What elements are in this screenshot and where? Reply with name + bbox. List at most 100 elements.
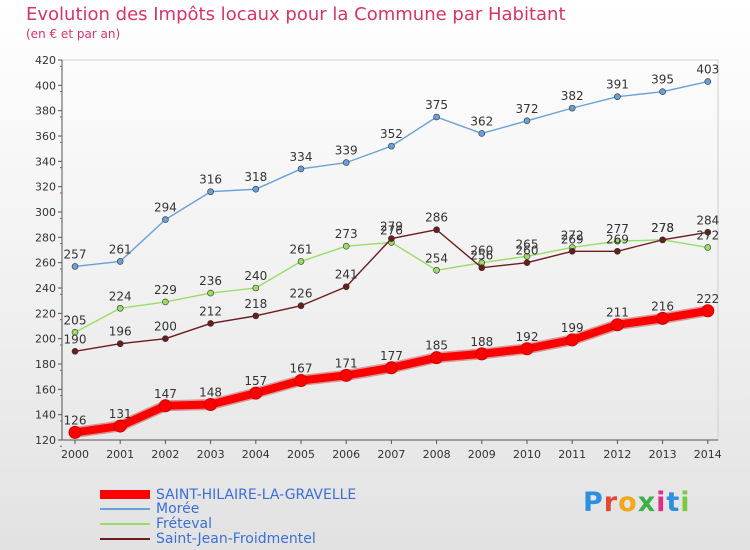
data-point	[71, 348, 79, 355]
data-point	[71, 329, 79, 336]
data-point	[342, 283, 350, 291]
data-point	[158, 399, 172, 413]
y-tick-label: 340	[35, 155, 56, 168]
data-label: 269	[561, 232, 584, 246]
legend-label: SAINT-HILAIRE-LA-GRAVELLE	[156, 486, 357, 503]
x-tick-label: 2003	[197, 448, 225, 461]
data-label: 372	[516, 102, 539, 116]
y-tick-label: 200	[35, 333, 56, 346]
data-label: 395	[651, 73, 674, 87]
data-point	[249, 386, 263, 400]
data-point	[116, 258, 124, 265]
data-point	[68, 425, 82, 439]
data-point	[704, 78, 712, 85]
data-point	[252, 312, 260, 320]
x-tick-label: 2011	[558, 448, 586, 461]
data-point	[614, 93, 621, 101]
logo-letter: i	[680, 487, 691, 518]
data-point	[478, 264, 486, 272]
data-label: 284	[696, 213, 719, 227]
data-label: 167	[290, 361, 313, 375]
data-label: 276	[380, 223, 403, 237]
x-tick-label: 2005	[287, 448, 315, 461]
data-point	[162, 335, 169, 342]
data-point	[384, 361, 398, 375]
data-label: 226	[290, 287, 313, 301]
data-label: 318	[244, 170, 267, 184]
logo-letter: r	[603, 487, 619, 518]
data-label: 224	[109, 289, 132, 303]
y-tick-label: 300	[35, 206, 56, 219]
legend-swatch	[100, 537, 150, 540]
data-label: 382	[561, 89, 584, 103]
data-label: 272	[696, 228, 719, 242]
data-label: 316	[199, 173, 222, 187]
data-label: 391	[606, 78, 629, 92]
x-tick-label: 2007	[377, 448, 405, 461]
data-label: 188	[470, 335, 493, 349]
data-label: 254	[425, 251, 448, 265]
data-point	[614, 237, 621, 245]
data-point	[116, 304, 124, 312]
data-point	[430, 351, 444, 365]
logo-letter: t	[666, 487, 681, 518]
legend-item-saint-hilaire: SAINT-HILAIRE-LA-GRAVELLE	[100, 486, 356, 503]
data-label: 257	[64, 247, 87, 261]
data-point	[204, 398, 218, 412]
data-label: 279	[380, 220, 403, 234]
data-point	[252, 284, 260, 292]
data-point	[207, 320, 214, 327]
data-label: 177	[380, 349, 403, 363]
data-label: 269	[606, 232, 629, 246]
data-point	[207, 188, 214, 196]
data-label: 157	[244, 374, 267, 388]
y-tick-label: 380	[35, 105, 56, 118]
y-tick-label: 400	[35, 79, 56, 92]
legend-label: Saint-Jean-Froidmentel	[156, 530, 316, 547]
x-tick-label: 2010	[513, 448, 541, 461]
data-point	[162, 216, 169, 223]
y-tick-label: 240	[35, 282, 56, 295]
data-label: 126	[64, 413, 87, 427]
data-label: 190	[64, 332, 87, 346]
data-point	[433, 266, 440, 274]
legend-swatch	[100, 522, 150, 525]
data-point	[610, 318, 624, 332]
y-tick-label: 180	[35, 358, 56, 371]
data-label: 236	[199, 274, 222, 288]
data-point	[162, 298, 169, 306]
x-tick-label: 2013	[649, 448, 677, 461]
legend-item-moree: Morée	[100, 500, 199, 517]
x-tick-label: 2002	[151, 448, 179, 461]
data-point	[614, 247, 621, 255]
data-label: 171	[335, 356, 358, 370]
data-point	[701, 304, 715, 318]
data-point	[523, 253, 531, 260]
data-label: 278	[651, 221, 674, 235]
data-label: 352	[380, 127, 403, 141]
data-label: 240	[244, 269, 267, 283]
data-point	[433, 226, 440, 234]
data-label: 265	[516, 237, 539, 251]
data-label: 205	[64, 313, 87, 327]
proxiti-logo: Proxiti	[583, 487, 691, 518]
data-label: 261	[290, 242, 313, 256]
data-point	[704, 244, 712, 251]
data-label: 256	[470, 249, 493, 263]
data-label: 334	[290, 150, 313, 164]
data-point	[475, 347, 489, 361]
data-label: 362	[470, 114, 493, 128]
legend-item-freteval: Fréteval	[100, 515, 212, 532]
data-point	[478, 130, 486, 137]
data-label: 286	[425, 211, 448, 225]
data-point	[342, 242, 350, 250]
data-point	[294, 373, 308, 387]
legend-item-saint-jean: Saint-Jean-Froidmentel	[100, 530, 316, 547]
data-label: 339	[335, 144, 358, 158]
legend-label: Fréteval	[156, 515, 212, 532]
x-tick-label: 2014	[694, 448, 722, 461]
data-label: 277	[606, 222, 629, 236]
data-point	[252, 185, 260, 193]
data-label: 131	[109, 407, 132, 421]
data-label: 222	[696, 292, 719, 306]
